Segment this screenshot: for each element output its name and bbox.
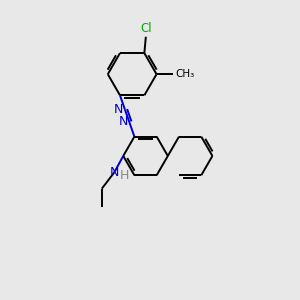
Text: CH₃: CH₃	[175, 69, 194, 79]
Text: N: N	[114, 103, 124, 116]
Text: N: N	[110, 166, 119, 179]
Text: Cl: Cl	[140, 22, 152, 35]
Text: H: H	[120, 169, 129, 182]
Text: N: N	[118, 116, 128, 128]
